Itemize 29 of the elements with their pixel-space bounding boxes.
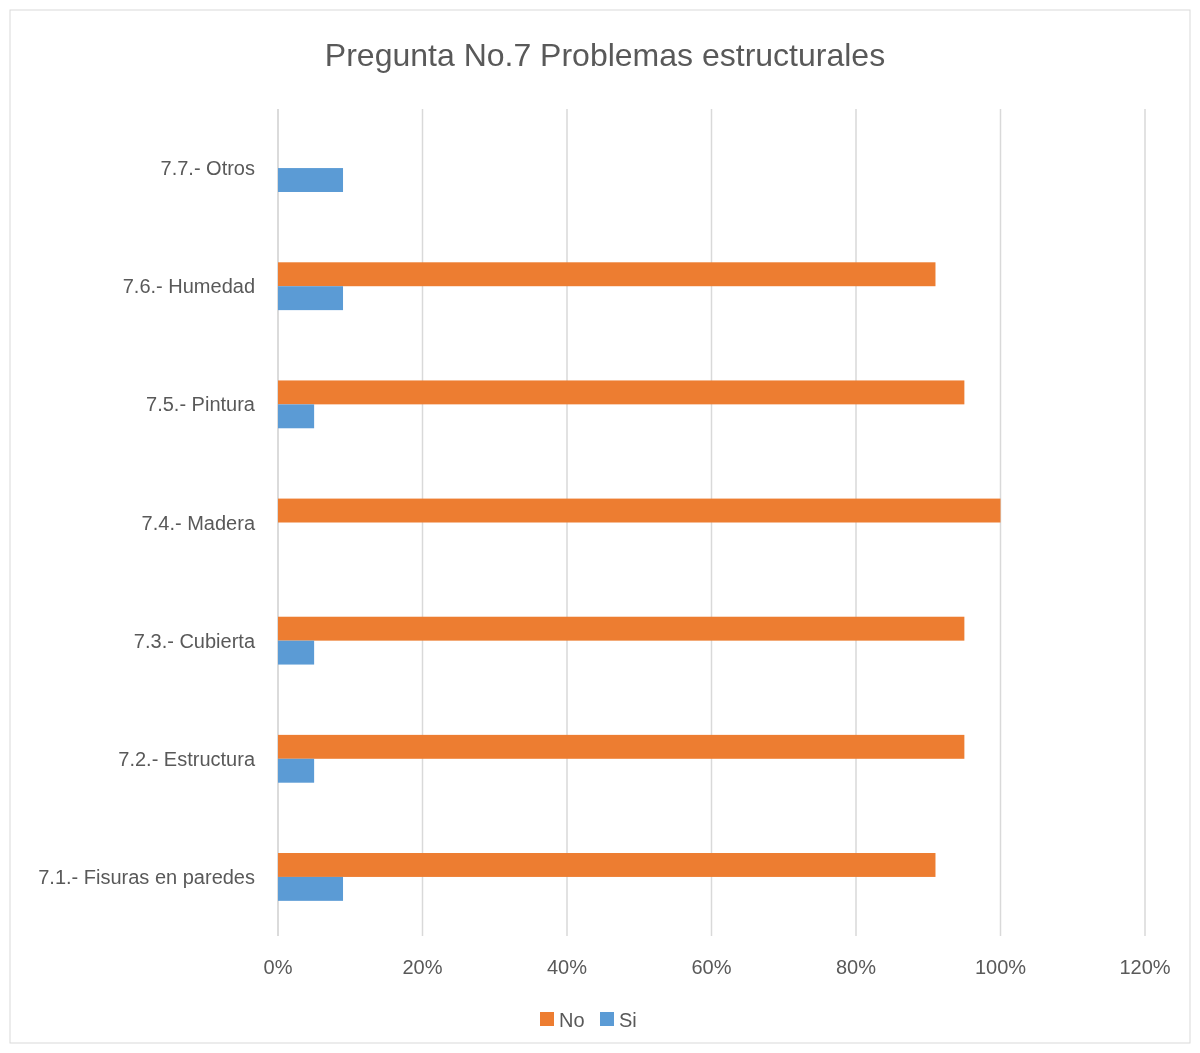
x-tick-label: 20% bbox=[402, 956, 443, 978]
bar bbox=[278, 876, 344, 901]
y-tick-label: 7.3.- Cubierta bbox=[133, 629, 256, 652]
bar bbox=[278, 616, 965, 641]
y-tick-label: 7.7.- Otros bbox=[160, 157, 255, 180]
y-tick-label: 7.1.- Fisuras en paredes bbox=[38, 865, 255, 888]
bar bbox=[278, 262, 936, 287]
x-tick-label: 120% bbox=[1119, 956, 1171, 978]
chart-title: Pregunta No.7 Problemas estructurales bbox=[324, 37, 886, 73]
bar bbox=[278, 758, 315, 783]
bar bbox=[278, 853, 936, 877]
y-tick-label: 7.5.- Pintura bbox=[146, 393, 256, 416]
bar bbox=[278, 734, 965, 759]
bar bbox=[278, 404, 315, 429]
legend-label: Si bbox=[619, 1009, 637, 1031]
y-tick-label: 7.6.- Humedad bbox=[122, 275, 255, 298]
bar bbox=[278, 380, 965, 405]
y-tick-label: 7.4.- Madera bbox=[141, 511, 256, 534]
x-tick-label: 0% bbox=[263, 956, 293, 978]
bar bbox=[278, 286, 344, 311]
bar bbox=[278, 498, 1001, 523]
x-tick-label: 40% bbox=[546, 956, 588, 978]
bar bbox=[278, 640, 315, 665]
x-tick-label: 80% bbox=[835, 956, 877, 978]
legend-label: No bbox=[559, 1009, 585, 1031]
y-tick-label: 7.2.- Estructura bbox=[118, 747, 256, 770]
x-tick-label: 100% bbox=[974, 956, 1027, 978]
bar bbox=[278, 168, 344, 192]
x-tick-label: 60% bbox=[691, 956, 732, 978]
